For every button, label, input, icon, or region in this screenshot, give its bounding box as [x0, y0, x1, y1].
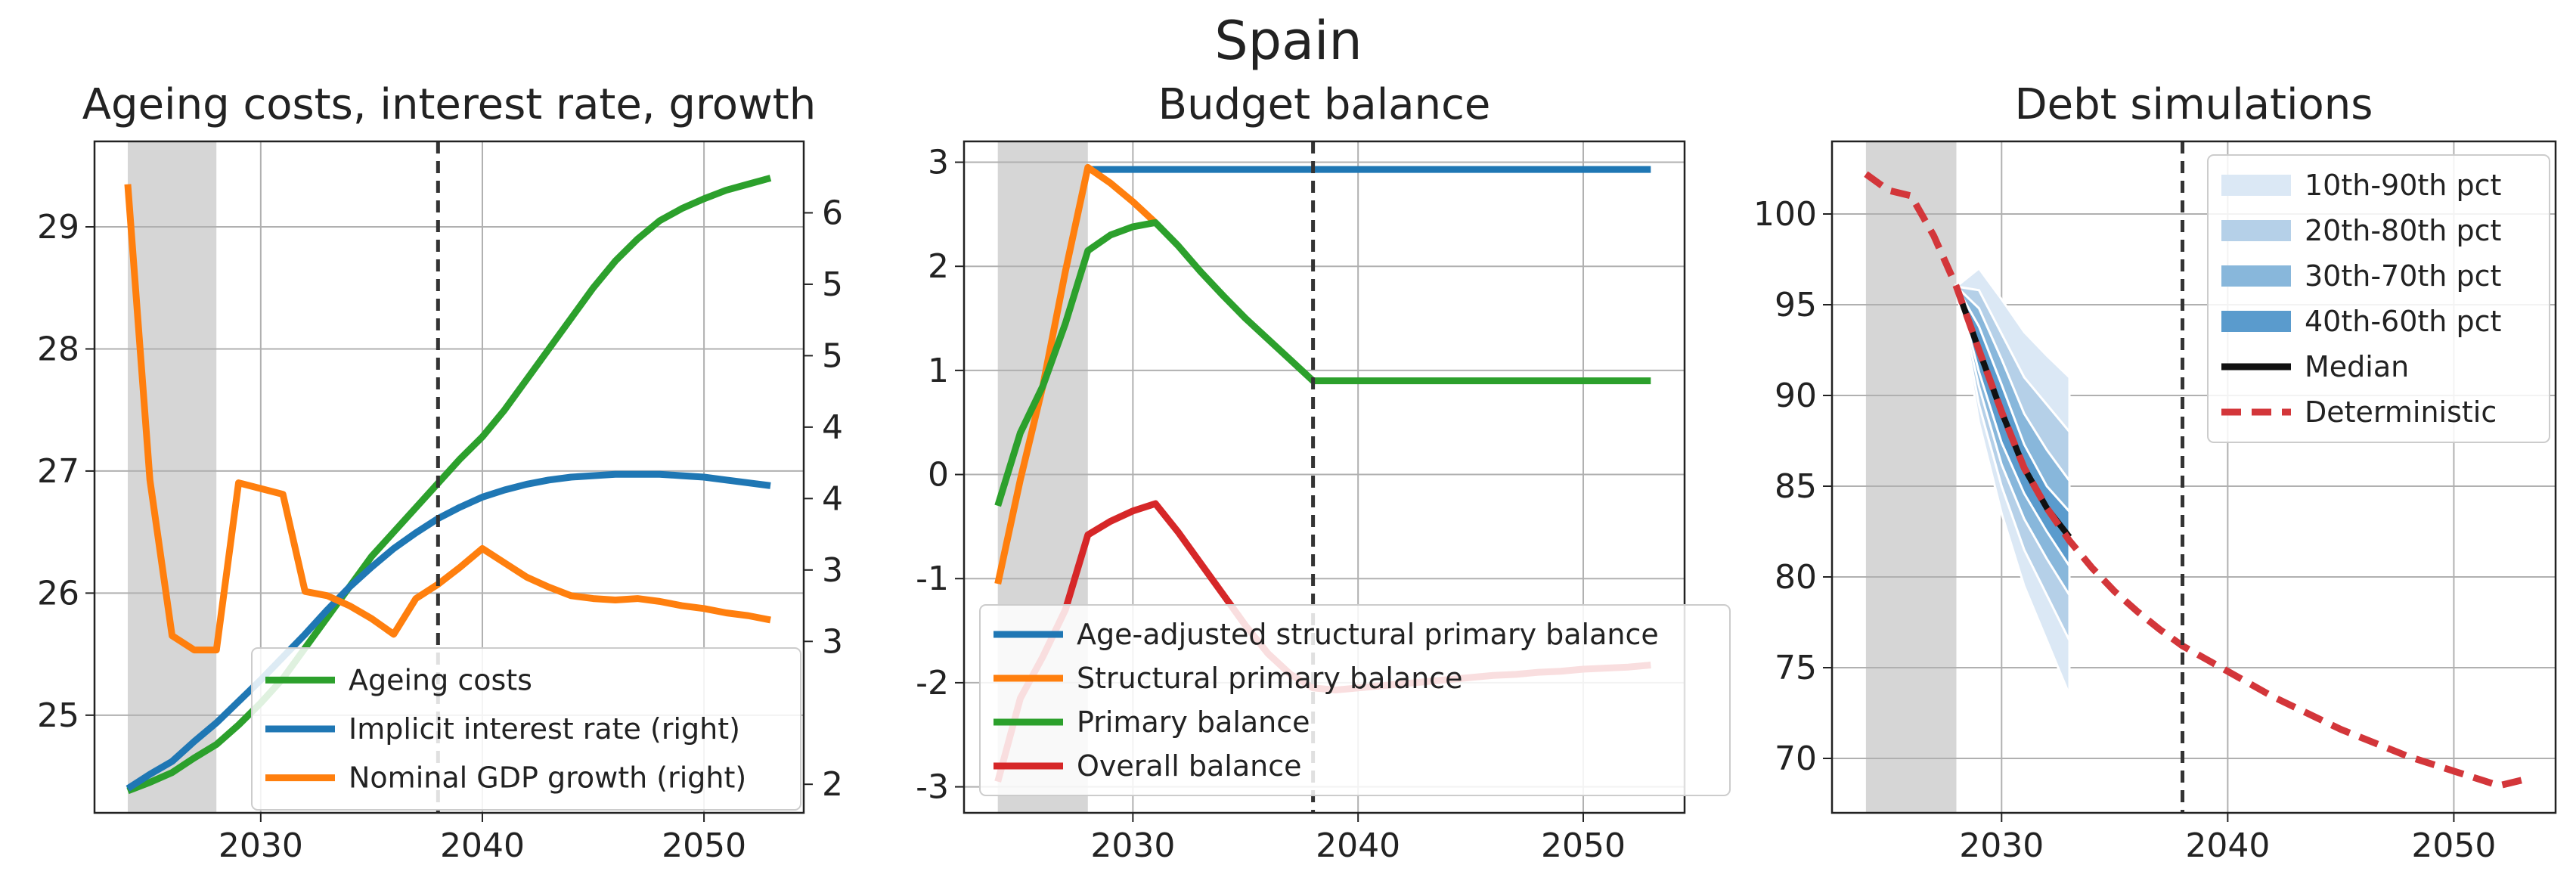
y2-tick-label: 5 [822, 336, 843, 375]
y-tick-label: 80 [1775, 558, 1817, 597]
panel-title: Budget balance [1158, 80, 1491, 129]
legend-label: Nominal GDP growth (right) [349, 761, 746, 795]
y-tick-label: 90 [1775, 377, 1817, 415]
y2-tick-label: 3 [822, 622, 843, 661]
plot-area [1864, 171, 2523, 789]
legend-swatch [2221, 175, 2291, 196]
y-tick-label: -1 [916, 560, 949, 598]
y2-tick-label: 5 [822, 265, 843, 304]
legend-label: 10th-90th pct [2305, 169, 2501, 202]
y-tick-label: 3 [928, 144, 949, 182]
series-line [126, 175, 772, 795]
x-tick-label: 2040 [1316, 826, 1400, 865]
legend-label: 30th-70th pct [2305, 259, 2501, 293]
legend-label: 40th-60th pct [2305, 305, 2501, 338]
legend: 10th-90th pct 20th-80th pct 30th-70th pct 4… [2207, 154, 2550, 443]
x-tick-label: 2040 [2185, 826, 2270, 865]
y-tick-label: 29 [37, 208, 79, 247]
series-line [994, 163, 1158, 585]
x-tick-label: 2040 [440, 826, 525, 865]
plot-area [124, 175, 772, 795]
y2-tick-label: 4 [822, 408, 843, 447]
legend-label: Median [2305, 350, 2409, 383]
y-tick-label: 2 [928, 247, 949, 286]
legend-swatch [2221, 265, 2291, 287]
legend-label: Structural primary balance [1077, 662, 1463, 695]
series-line [126, 470, 771, 792]
x-tick-label: 2030 [1959, 826, 2044, 865]
legend-label: Primary balance [1077, 705, 1310, 739]
y-tick-label: -3 [916, 768, 949, 807]
series-line [994, 219, 1651, 507]
panel-title: Debt simulations [2015, 80, 2373, 129]
x-tick-label: 2050 [1541, 826, 1626, 865]
legend: Age-adjusted structural primary balance S… [979, 604, 1731, 796]
x-tick-label: 2050 [662, 826, 746, 865]
y2-tick-label: 2 [822, 765, 843, 804]
shaded-period [127, 141, 217, 813]
legend-label: Deterministic [2305, 395, 2497, 429]
panel-debt-simulations: Debt simulations 2030 2040 2050 70 75 80 85 90 95… [1753, 80, 2557, 865]
x-tick-label: 2030 [219, 826, 303, 865]
y-tick-label: 27 [37, 452, 79, 491]
x-tick-label: 2050 [2411, 826, 2496, 865]
plot-frame [93, 140, 805, 814]
legend-swatch [2221, 311, 2291, 332]
legend-label: Implicit interest rate (right) [349, 712, 740, 746]
y-tick-label: 100 [1753, 195, 1817, 234]
x-tick-label: 2030 [1090, 826, 1175, 865]
y-tick-label: 0 [928, 456, 949, 495]
shaded-period [1865, 141, 1957, 813]
y-tick-label: 85 [1775, 467, 1817, 506]
legend-box [251, 647, 801, 811]
legend-label: Overall balance [1077, 749, 1302, 783]
y-tick-label: 25 [37, 696, 79, 735]
figure-suptitle: Spain [1214, 10, 1362, 72]
y2-tick-label: 4 [822, 479, 843, 518]
legend-box [2207, 154, 2550, 443]
y-tick-label: 75 [1775, 649, 1817, 687]
panel-budget-balance: Budget balance 2030 2040 2050 -3 -2 -1 0 1 2 3 Age-… [916, 80, 1731, 865]
panel-title: Ageing costs, interest rate, growth [82, 80, 817, 129]
legend: Ageing costs Implicit interest rate (righ… [251, 647, 801, 811]
legend-label: 20th-80th pct [2305, 214, 2501, 247]
legend-label: Age-adjusted structural primary balance [1077, 618, 1659, 651]
y2-tick-label: 6 [822, 194, 843, 232]
panel-ageing-costs: Ageing costs, interest rate, growth 2030 2… [37, 80, 843, 865]
legend-box [979, 604, 1731, 796]
y-tick-label: -2 [916, 664, 949, 702]
y-tick-label: 1 [928, 352, 949, 390]
legend-label: Ageing costs [349, 663, 532, 696]
plot-frame [963, 140, 1686, 814]
plot-frame [1830, 140, 2557, 814]
y2-tick-label: 3 [822, 551, 843, 590]
y-tick-label: 95 [1775, 286, 1817, 324]
y-tick-label: 28 [37, 330, 79, 368]
y-tick-label: 26 [37, 574, 79, 612]
y-tick-label: 70 [1775, 740, 1817, 778]
series-line [124, 184, 771, 654]
legend-swatch [2221, 220, 2291, 241]
